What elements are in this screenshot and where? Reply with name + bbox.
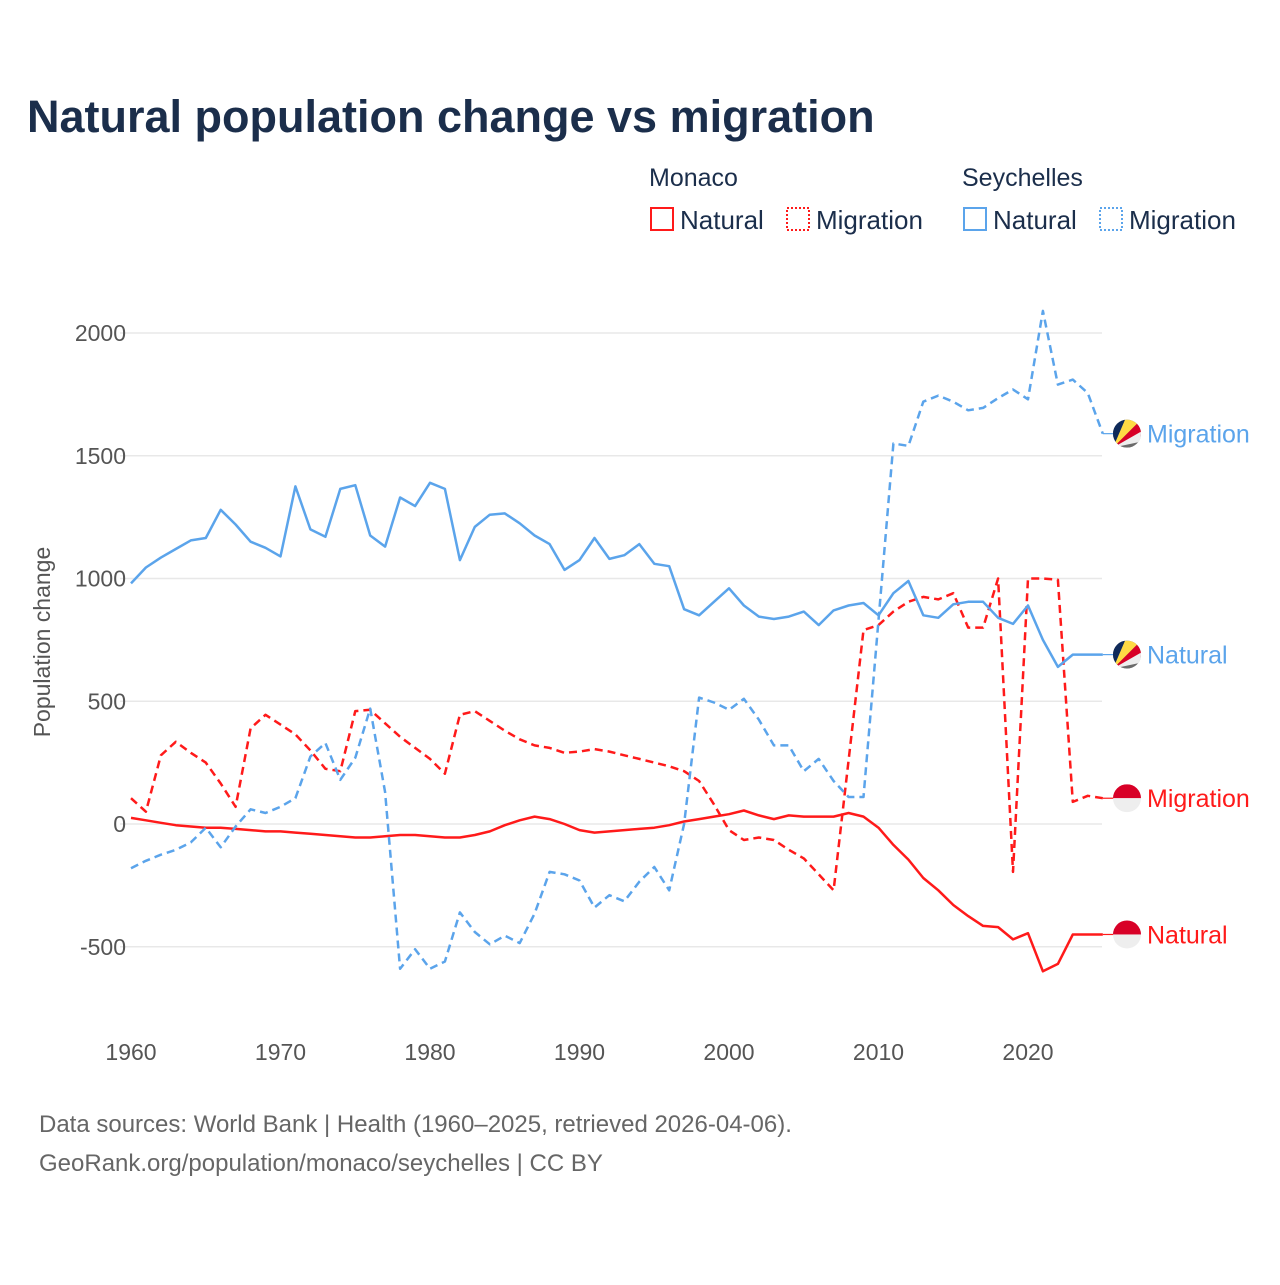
y-tick-label: 1000 (75, 566, 126, 592)
y-tick-label: 0 (113, 811, 126, 837)
end-label-seychelles-migration: Migration (1147, 421, 1250, 449)
y-tick-label: 500 (88, 688, 126, 714)
series-line-seychelles-migration (130, 309, 1104, 971)
legend-item-monaco-natural[interactable]: Natural (680, 205, 764, 235)
x-tick-label: 2000 (703, 1039, 754, 1065)
y-tick-label: 2000 (75, 320, 126, 346)
x-tick-label: 2020 (1002, 1039, 1053, 1065)
y-ticks: -500 0 500 1000 1500 2000 (75, 320, 126, 960)
monaco-flag-icon (1113, 784, 1141, 813)
legend-swatch-seychelles-migration (1099, 207, 1123, 231)
y-tick-label: -500 (80, 934, 126, 960)
end-label-monaco-migration: Migration (1147, 785, 1250, 813)
seychelles-flag-icon (1113, 419, 1141, 448)
series-line-seychelles-natural (130, 481, 1103, 669)
chart-title: Natural population change vs migration (27, 91, 875, 142)
legend-group-monaco: Monaco (649, 164, 738, 192)
end-labels: Natural Migration Natural Migration (1102, 419, 1250, 949)
series-line-monaco-natural (130, 809, 1103, 973)
legend-swatch-seychelles-natural (963, 207, 987, 231)
monaco-flag-icon (1113, 920, 1141, 949)
footer-sources: Data sources: World Bank | Health (1960–… (39, 1111, 792, 1138)
x-tick-label: 1990 (554, 1039, 605, 1065)
series-lines (130, 309, 1104, 973)
x-tick-label: 2010 (853, 1039, 904, 1065)
legend-swatch-monaco-natural (650, 207, 674, 231)
legend-swatch-monaco-migration (786, 207, 810, 231)
legend-item-seychelles-migration[interactable]: Migration (1129, 205, 1236, 235)
x-tick-label: 1970 (255, 1039, 306, 1065)
x-ticks: 1960 1970 1980 1990 2000 2010 2020 (105, 1039, 1053, 1065)
footer-link[interactable]: GeoRank.org/population/monaco/seychelles… (39, 1150, 603, 1177)
legend-item-monaco-migration[interactable]: Migration (816, 205, 923, 235)
y-axis-label: Population change (29, 547, 55, 738)
legend: Monaco Natural Migration Seychelles Natu… (649, 164, 1236, 235)
series-line-monaco-migration (130, 577, 1103, 892)
end-label-monaco-natural: Natural (1147, 921, 1228, 949)
seychelles-flag-icon (1113, 640, 1141, 669)
gridlines (120, 332, 1102, 948)
y-tick-label: 1500 (75, 443, 126, 469)
end-label-seychelles-natural: Natural (1147, 642, 1228, 670)
legend-item-seychelles-natural[interactable]: Natural (993, 205, 1077, 235)
x-tick-label: 1980 (404, 1039, 455, 1065)
legend-group-seychelles: Seychelles (962, 164, 1083, 192)
x-tick-label: 1960 (105, 1039, 156, 1065)
